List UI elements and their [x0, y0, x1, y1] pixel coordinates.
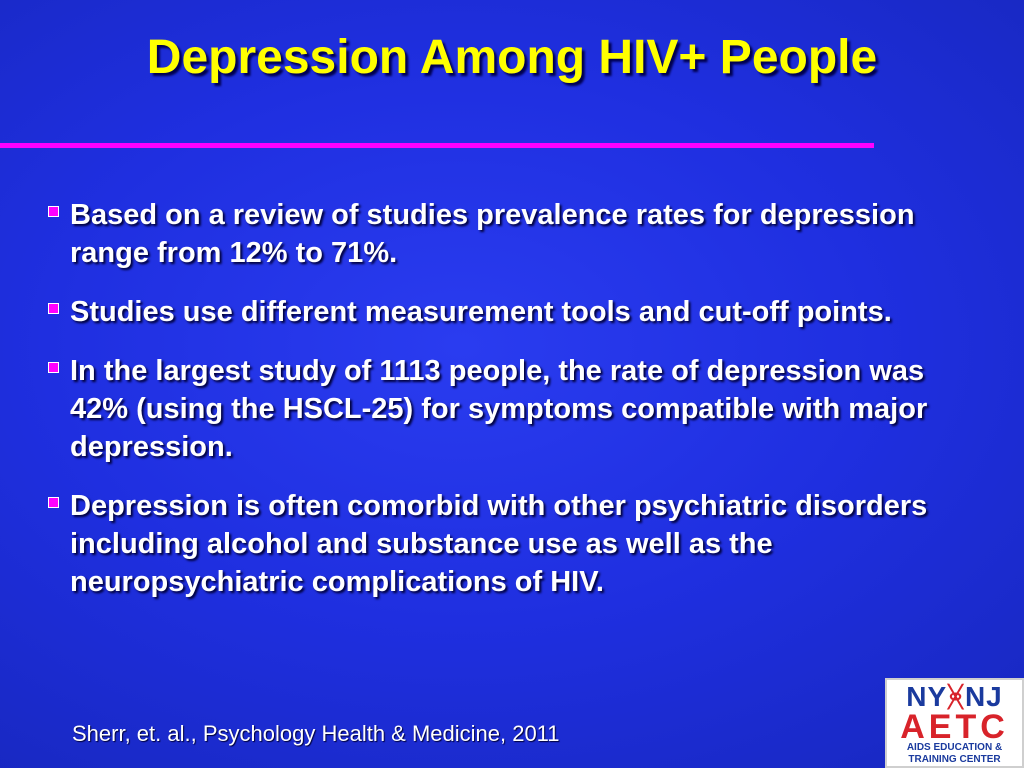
logo-ny-text: NY — [906, 681, 948, 712]
logo-line-2: TRAINING CENTER — [908, 754, 1001, 765]
square-bullet-icon — [48, 206, 59, 217]
square-bullet-icon — [48, 303, 59, 314]
logo-top-line: NYᚸNJ — [887, 682, 1022, 712]
logo-acronym: AETC — [900, 708, 1009, 746]
citation: Sherr, et. al., Psychology Health & Medi… — [72, 721, 560, 746]
bullet-item: In the largest study of 1113 people, the… — [46, 352, 946, 466]
square-bullet-icon — [48, 362, 59, 373]
logo-nj-text: NJ — [964, 681, 1003, 712]
ny-nj-aetc-logo: NYᚸNJ AETC AIDS EDUCATION & TRAINING CEN… — [885, 678, 1024, 768]
bullet-item: Based on a review of studies prevalence … — [46, 196, 946, 272]
bullet-list: Based on a review of studies prevalence … — [46, 196, 946, 622]
bullet-item: Depression is often comorbid with other … — [46, 487, 946, 601]
bullet-text: Studies use different measurement tools … — [70, 296, 892, 328]
slide-title: Depression Among HIV+ People — [146, 31, 878, 84]
bullet-text: Depression is often comorbid with other … — [70, 490, 928, 598]
bullet-text: Based on a review of studies prevalence … — [70, 199, 915, 269]
red-ribbon-icon: ᚸ — [947, 681, 965, 712]
square-bullet-icon — [48, 497, 59, 508]
logo-line-1: AIDS EDUCATION & — [906, 742, 1003, 753]
bullet-text: In the largest study of 1113 people, the… — [70, 355, 928, 463]
title-divider — [0, 143, 874, 148]
bullet-item: Studies use different measurement tools … — [46, 293, 946, 331]
